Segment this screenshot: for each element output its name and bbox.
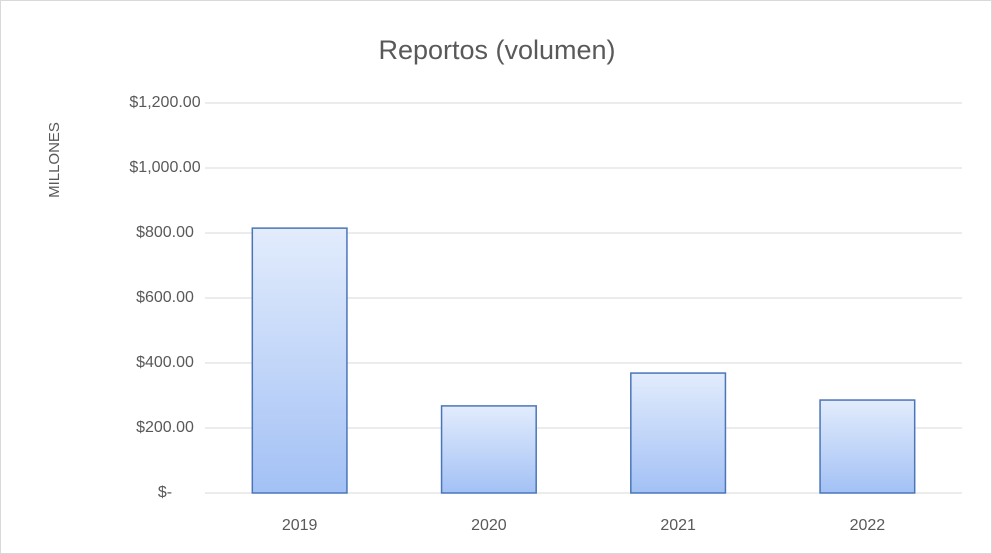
bar bbox=[440, 405, 537, 494]
bar bbox=[630, 372, 727, 494]
bar bbox=[251, 227, 348, 494]
y-tick-label: $800.00 bbox=[136, 224, 194, 241]
x-tick-label: 2020 bbox=[471, 517, 507, 534]
y-tick-label: $- bbox=[158, 484, 172, 501]
y-tick-label: $600.00 bbox=[136, 289, 194, 306]
y-axis-title: MILLONES bbox=[46, 122, 63, 198]
y-tick-label: $1,000.00 bbox=[129, 159, 200, 176]
x-tick-label: 2019 bbox=[282, 517, 318, 534]
y-tick-label: $1,200.00 bbox=[129, 94, 200, 111]
y-tick-label: $400.00 bbox=[136, 354, 194, 371]
x-tick-label: 2021 bbox=[660, 517, 696, 534]
chart-title: Reportos (volumen) bbox=[378, 35, 615, 65]
y-tick-label: $200.00 bbox=[136, 419, 194, 436]
bar bbox=[819, 399, 916, 494]
x-tick-label: 2022 bbox=[850, 517, 886, 534]
